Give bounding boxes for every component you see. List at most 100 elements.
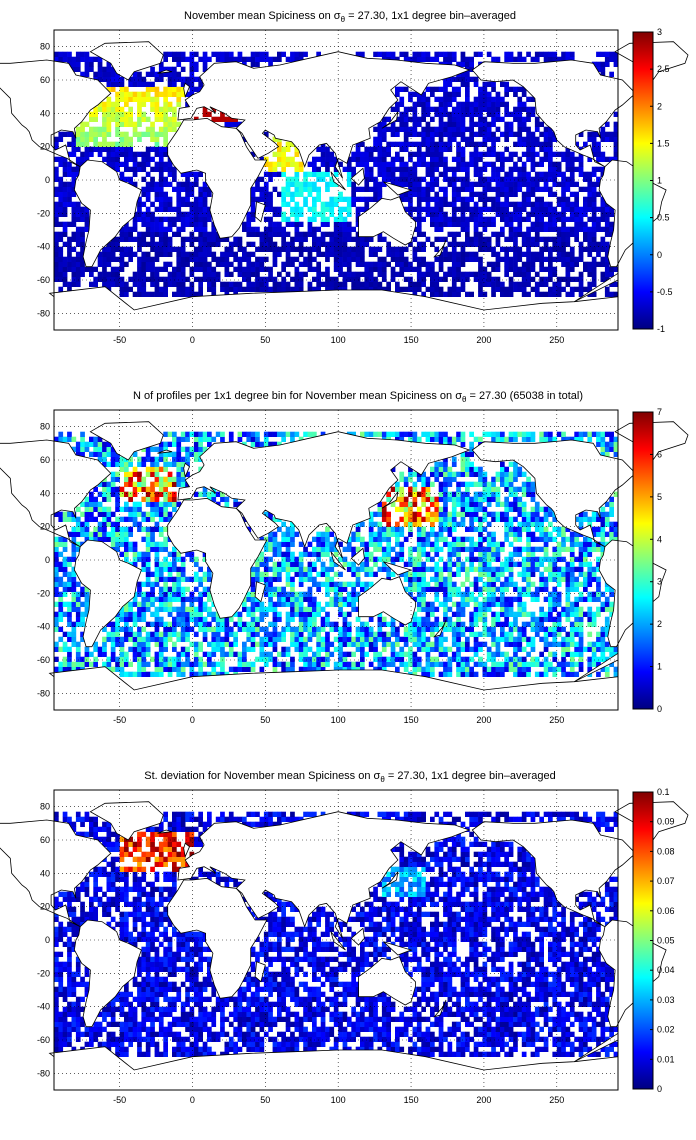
data-bin <box>119 486 125 492</box>
data-bin <box>294 206 300 212</box>
data-bin <box>425 286 431 292</box>
data-bin <box>154 291 160 297</box>
data-bin <box>158 491 164 497</box>
data-bin <box>460 136 466 142</box>
data-bin <box>132 561 138 567</box>
data-bin <box>386 636 391 642</box>
data-bin <box>102 641 107 647</box>
data-bin <box>242 651 247 657</box>
data-bin <box>412 181 418 187</box>
data-bin <box>377 191 383 197</box>
data-bin <box>75 61 81 67</box>
data-bin <box>158 541 164 547</box>
data-bin <box>75 211 81 217</box>
data-bin <box>561 236 566 242</box>
data-bin <box>530 226 536 232</box>
data-bin <box>307 266 313 272</box>
data-bin <box>565 256 571 262</box>
data-bin <box>211 666 217 672</box>
data-bin <box>119 81 125 87</box>
data-bin <box>495 166 501 172</box>
data-bin <box>333 561 339 567</box>
data-bin <box>355 221 361 227</box>
data-bin <box>386 536 391 542</box>
data-bin <box>106 491 112 497</box>
data-bin <box>193 616 199 622</box>
data-bin <box>460 131 466 137</box>
data-bin <box>163 86 168 92</box>
data-bin <box>233 116 238 122</box>
data-bin <box>80 141 85 147</box>
profile-count-chart: N of profiles per 1x1 degree bin for Nov… <box>0 390 689 725</box>
data-bin <box>110 656 116 662</box>
data-bin <box>124 236 129 242</box>
data-bin <box>430 181 435 187</box>
data-bin <box>115 531 120 537</box>
data-bin <box>263 191 269 197</box>
data-bin <box>185 171 190 177</box>
data-bin <box>508 56 514 62</box>
data-bin <box>543 136 549 142</box>
data-bin <box>298 241 304 247</box>
data-bin <box>377 141 383 147</box>
data-bin <box>246 636 252 642</box>
data-bin <box>193 436 199 442</box>
data-bin <box>373 181 378 187</box>
data-bin <box>478 91 483 97</box>
data-bin <box>578 166 584 172</box>
data-bin <box>434 156 440 162</box>
data-bin <box>434 236 440 242</box>
data-bin <box>434 201 440 207</box>
data-bin <box>154 576 160 582</box>
data-bin <box>307 621 313 627</box>
data-bin <box>539 196 544 202</box>
data-bin <box>285 231 291 237</box>
data-bin <box>263 511 269 517</box>
data-bin <box>495 241 501 247</box>
data-bin <box>246 631 252 637</box>
data-bin <box>294 636 300 642</box>
data-bin <box>150 181 155 187</box>
data-bin <box>285 531 291 537</box>
data-bin <box>491 176 496 182</box>
data-bin <box>193 226 199 232</box>
data-bin <box>255 271 260 277</box>
data-bin <box>491 206 496 212</box>
data-bin <box>54 136 59 142</box>
data-bin <box>456 206 461 212</box>
data-bin <box>539 261 544 267</box>
data-bin <box>246 611 252 617</box>
data-bin <box>180 466 186 472</box>
data-bin <box>465 181 470 187</box>
data-bin <box>395 261 400 267</box>
data-bin <box>228 431 234 437</box>
data-bin <box>430 131 435 137</box>
data-bin <box>517 206 523 212</box>
data-bin <box>145 451 151 457</box>
data-bin <box>508 151 514 157</box>
data-bin <box>110 101 116 107</box>
data-bin <box>294 166 300 172</box>
data-bin <box>583 231 588 237</box>
data-bin <box>272 571 278 577</box>
data-bin <box>381 546 387 552</box>
data-bin <box>176 556 182 562</box>
data-bin <box>377 546 383 552</box>
data-bin <box>106 141 112 147</box>
data-bin <box>565 231 571 237</box>
data-bin <box>71 566 77 572</box>
data-bin <box>220 636 225 642</box>
data-bin <box>548 141 553 147</box>
data-bin <box>158 566 164 572</box>
data-bin <box>80 241 85 247</box>
data-bin <box>124 671 129 677</box>
data-bin <box>486 206 492 212</box>
data-bin <box>355 636 361 642</box>
data-bin <box>386 511 391 517</box>
data-bin <box>141 481 147 487</box>
data-bin <box>587 241 593 247</box>
data-bin <box>93 436 98 442</box>
data-bin <box>534 226 540 232</box>
data-bin <box>574 221 579 227</box>
data-bin <box>272 136 278 142</box>
